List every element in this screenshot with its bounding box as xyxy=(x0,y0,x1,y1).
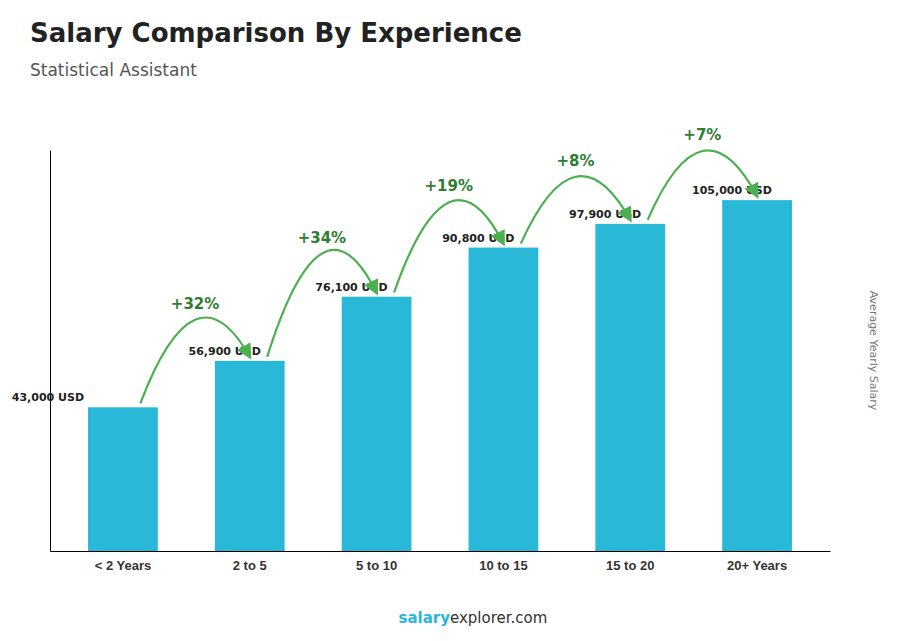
chart: Salary Comparison By Experience Statistic… xyxy=(0,0,900,641)
x-tick: 20+ Years xyxy=(727,558,787,573)
subtitle: Statistical Assistant xyxy=(30,60,197,80)
bar xyxy=(215,361,285,551)
arc-arrow xyxy=(140,318,249,404)
value-label: 43,000 USD xyxy=(12,391,84,404)
y-axis-title: Average Yearly Salary xyxy=(867,291,880,411)
x-tick: 2 to 5 xyxy=(233,558,267,573)
x-tick-label: 2 to 5 xyxy=(233,558,267,573)
footer: explorer.com xyxy=(450,609,547,627)
pct-label: +8% xyxy=(557,152,595,170)
footer: salary xyxy=(399,609,451,627)
pct-label: +32% xyxy=(171,295,219,313)
x-tick-label: < 2 Years xyxy=(95,558,152,573)
bar xyxy=(722,200,792,551)
arc-arrow xyxy=(648,150,757,219)
title: Salary Comparison By Experience xyxy=(30,18,522,48)
arc-arrow xyxy=(521,176,630,244)
bar xyxy=(469,248,539,551)
x-tick-label: 5 to 10 xyxy=(356,558,397,573)
bar xyxy=(595,224,665,551)
pct-label: +34% xyxy=(298,229,346,247)
x-tick-label: 20+ Years xyxy=(727,558,787,573)
x-tick: 15 to 20 xyxy=(606,558,654,573)
bar xyxy=(342,297,412,551)
plot: < 2 Years 2 to 5 5 to 10 10 to 15 15 to 20 20… xyxy=(12,126,831,573)
y-axis-line xyxy=(50,151,51,552)
pct-label: +19% xyxy=(424,177,472,195)
arc-arrow xyxy=(394,200,503,293)
bars xyxy=(88,200,792,551)
value-label: 105,000 USD xyxy=(692,184,772,197)
x-tick: < 2 Years xyxy=(95,558,152,573)
x-axis: < 2 Years 2 to 5 5 to 10 10 to 15 15 to 20 20… xyxy=(51,552,831,574)
value-labels: 43,000 USD56,900 USD76,100 USD90,800 USD… xyxy=(12,184,772,404)
x-tick: 10 to 15 xyxy=(479,558,527,573)
x-tick-label: 10 to 15 xyxy=(479,558,527,573)
x-tick: 5 to 10 xyxy=(356,558,397,573)
annotations: +32% +34% +19% +8% +7% xyxy=(140,126,757,403)
y-axis xyxy=(50,151,51,552)
bar xyxy=(88,407,158,551)
arc-arrow xyxy=(267,250,376,357)
x-tick-label: 15 to 20 xyxy=(606,558,654,573)
pct-label: +7% xyxy=(683,126,721,144)
x-axis-line xyxy=(51,551,831,552)
